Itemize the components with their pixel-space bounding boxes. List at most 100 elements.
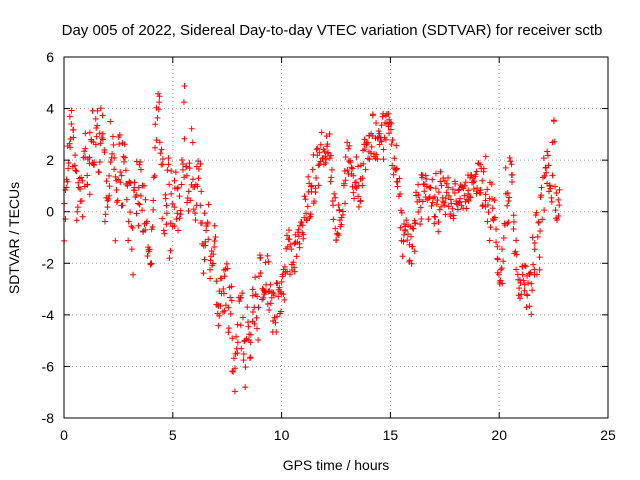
x-tick-label: 25 [600, 427, 616, 443]
data-point [148, 260, 155, 267]
data-point [500, 235, 507, 242]
data-point [181, 82, 188, 89]
data-point [177, 211, 184, 218]
data-point [454, 206, 461, 213]
data-point [506, 194, 513, 201]
data-point [125, 237, 132, 244]
data-point [79, 213, 86, 220]
data-point [321, 148, 328, 155]
data-point [500, 258, 507, 265]
data-point [153, 137, 160, 144]
data-point [195, 175, 202, 182]
data-point [374, 156, 381, 163]
data-point [131, 179, 138, 186]
data-point [275, 293, 282, 300]
data-point [452, 180, 459, 187]
data-point [516, 285, 523, 292]
data-point [486, 237, 493, 244]
data-point [116, 141, 123, 148]
data-point [436, 206, 443, 213]
data-point [180, 99, 187, 106]
data-point [249, 286, 256, 293]
data-point [513, 237, 520, 244]
data-point [328, 166, 335, 173]
data-point [525, 279, 532, 286]
data-point [180, 161, 187, 168]
data-point [201, 210, 208, 217]
data-point [447, 213, 454, 220]
data-point [473, 168, 480, 175]
data-point [144, 252, 151, 259]
data-point [403, 217, 410, 224]
data-point [360, 160, 367, 167]
data-point [361, 146, 368, 153]
data-point [237, 322, 244, 329]
data-point [338, 221, 345, 228]
data-point [301, 193, 308, 200]
data-point [520, 277, 527, 284]
data-point [382, 136, 389, 143]
data-point [445, 192, 452, 199]
data-point [239, 314, 246, 321]
data-point [273, 329, 280, 336]
data-point [457, 195, 464, 202]
data-point [477, 189, 484, 196]
data-point [274, 313, 281, 320]
data-point [291, 264, 298, 271]
data-point [448, 200, 455, 207]
data-point [109, 133, 116, 140]
data-point [131, 187, 138, 194]
data-point [148, 226, 155, 233]
data-point [257, 254, 264, 261]
data-point [364, 155, 371, 162]
data-point [416, 196, 423, 203]
data-point [101, 218, 108, 225]
data-point [225, 325, 232, 332]
data-point [261, 289, 268, 296]
data-point [536, 254, 543, 261]
data-point [355, 203, 362, 210]
data-point [267, 281, 274, 288]
data-point [199, 220, 206, 227]
data-point [482, 197, 489, 204]
data-point [389, 137, 396, 143]
data-point [443, 189, 450, 196]
data-point [253, 325, 260, 332]
data-point [499, 280, 506, 287]
data-point [510, 218, 517, 225]
data-point [338, 214, 345, 221]
data-point [296, 244, 303, 251]
data-point [253, 314, 260, 321]
data-point [556, 202, 563, 209]
data-point [482, 153, 489, 160]
data-point [377, 137, 384, 144]
data-point [408, 233, 415, 240]
data-point [184, 199, 191, 206]
data-point [224, 265, 231, 272]
data-point [485, 209, 492, 216]
data-point [313, 146, 320, 153]
data-point [122, 167, 129, 174]
axis-ticks: 0 5 10 15 20 25 -8 -6 -4 -2 0 2 4 6 [42, 49, 616, 443]
data-point [249, 292, 256, 299]
data-point [165, 155, 172, 162]
data-point [437, 168, 444, 175]
data-point [489, 196, 496, 203]
data-point [530, 261, 537, 268]
data-point [174, 210, 181, 217]
data-point [474, 185, 481, 192]
data-point [116, 132, 123, 139]
data-point [178, 181, 185, 188]
data-point [231, 388, 238, 395]
data-point [84, 172, 91, 179]
data-point [491, 214, 498, 221]
data-point [398, 209, 405, 216]
data-point [336, 217, 343, 224]
data-point [302, 196, 309, 203]
data-point [155, 106, 162, 113]
data-point [545, 188, 552, 195]
data-point [295, 233, 302, 240]
data-point [306, 214, 313, 221]
data-point [278, 278, 285, 285]
data-point [136, 201, 143, 208]
